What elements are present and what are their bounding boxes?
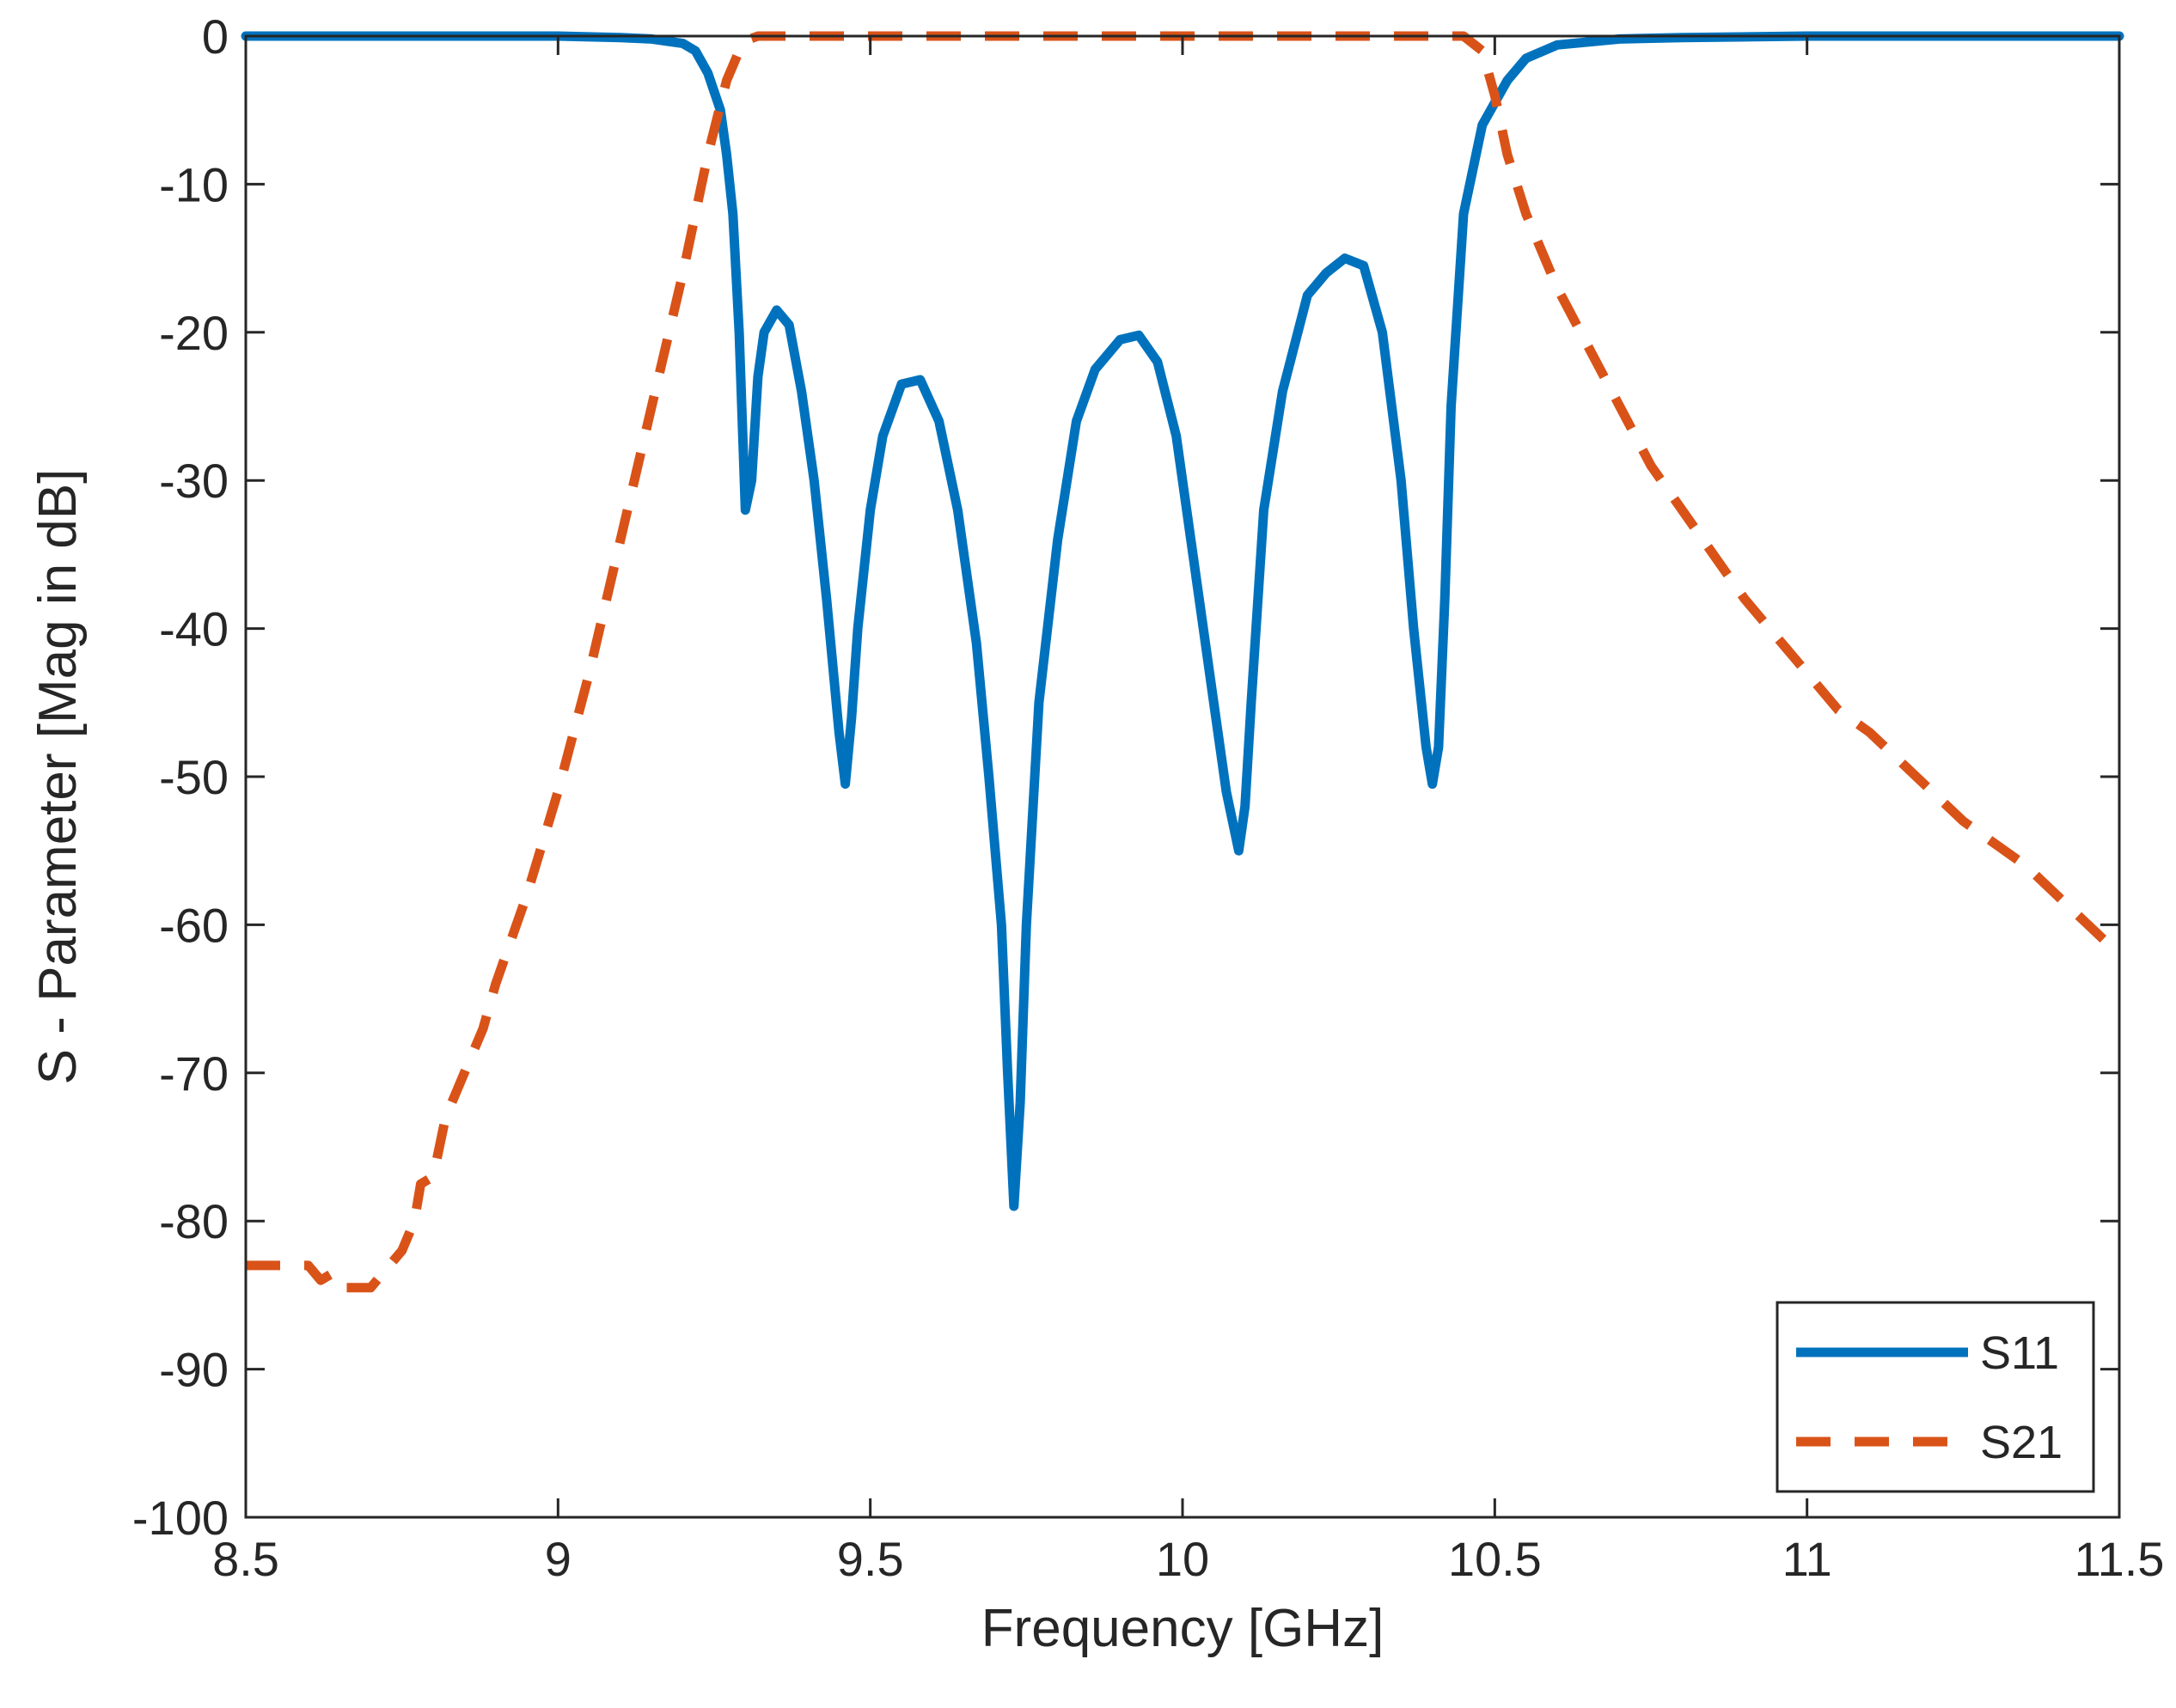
y-tick-label: -50 <box>159 750 229 804</box>
y-tick-label: -40 <box>159 602 229 656</box>
y-tick-label: -90 <box>159 1343 229 1397</box>
y-tick-label: -100 <box>132 1491 229 1545</box>
legend-label-s11: S11 <box>1980 1327 2059 1379</box>
x-tick-label: 8.5 <box>212 1532 279 1586</box>
x-tick-label: 10 <box>1156 1532 1209 1586</box>
y-tick-label: -30 <box>159 454 229 508</box>
y-tick-label: -20 <box>159 306 229 360</box>
legend-label-s21: S21 <box>1980 1417 2063 1468</box>
x-tick-label: 9.5 <box>837 1532 904 1586</box>
y-tick-label: -70 <box>159 1046 229 1101</box>
y-tick-label: -60 <box>159 898 229 952</box>
x-tick-label: 11 <box>1782 1532 1832 1586</box>
x-tick-label: 10.5 <box>1448 1532 1542 1586</box>
series-line-s11 <box>241 31 2124 1211</box>
legend: S11 S21 <box>1776 1301 2095 1493</box>
y-tick-label: 0 <box>202 9 229 64</box>
x-tick-label: 11.5 <box>2075 1532 2165 1586</box>
legend-box <box>1776 1301 2095 1493</box>
x-tick-label: 9 <box>545 1532 572 1586</box>
axis-layer: 8.5 9 9.5 10 10.5 11 11.5 0 -10 -20 -30 -40 -50 -60 -7… <box>132 9 2165 1586</box>
plot-area <box>246 36 2119 1517</box>
y-tick-label: -80 <box>159 1194 229 1248</box>
y-tick-label: -10 <box>159 157 229 211</box>
y-axis-title: S - Parameter [Mag in dB] <box>28 469 88 1085</box>
x-axis-title: Frequency [GHz] <box>981 1599 1384 1658</box>
